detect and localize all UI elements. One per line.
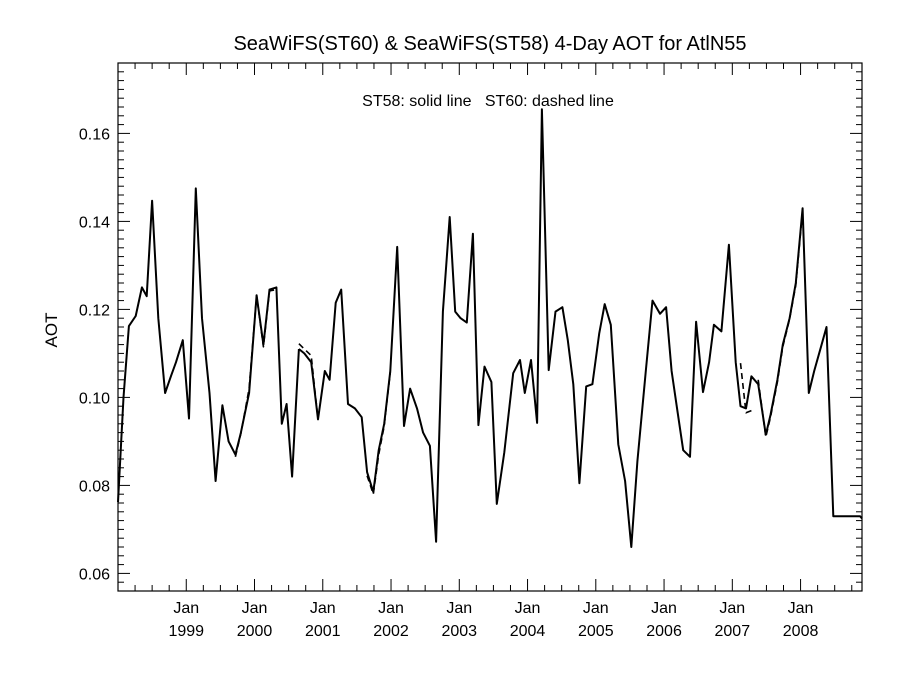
tick-labels: 0.06 0.08 0.10 0.12 0.14 0.16 Jan 1999 Jan 2000 Ja… [79, 126, 819, 640]
x-tick-month-label: Jan [719, 600, 745, 617]
series-st58-line [117, 187, 300, 503]
x-tick-month-label: Jan [788, 600, 814, 617]
x-tick-month-label: Jan [173, 600, 199, 617]
series-st60-line [366, 371, 392, 496]
x-tick-year-label: 2003 [441, 623, 477, 640]
x-tick-month-label: Jan [446, 600, 472, 617]
y-tick-label: 0.12 [79, 302, 110, 319]
chart-title: SeaWiFS(ST60) & SeaWiFS(ST58) 4-Day AOT … [233, 33, 746, 55]
x-tick-year-label: 2002 [373, 623, 409, 640]
series-st58-line [298, 108, 863, 548]
x-tick-year-label: 2006 [646, 623, 682, 640]
x-tick-month-label: Jan [242, 600, 268, 617]
y-tick-label: 0.06 [79, 566, 110, 583]
x-tick-month-label: Jan [651, 600, 677, 617]
x-tick-month-label: Jan [515, 600, 541, 617]
line-style-annotation: ST58: solid line ST60: dashed line [362, 93, 614, 110]
series-layer [117, 108, 863, 548]
y-axis-label: AOT [42, 313, 61, 348]
plot-frame [117, 62, 863, 592]
series-st60-line [234, 288, 277, 457]
x-tick-year-label: 2007 [715, 623, 751, 640]
x-tick-month-label: Jan [583, 600, 609, 617]
x-tick-year-label: 2001 [305, 623, 341, 640]
y-tick-label: 0.10 [79, 390, 110, 407]
x-tick-month-label: Jan [310, 600, 336, 617]
x-tick-year-label: 2004 [510, 623, 546, 640]
x-tick-year-label: 2005 [578, 623, 614, 640]
axis-ticks [118, 63, 862, 591]
series-st60-line [298, 343, 319, 420]
series-st60-line [757, 210, 804, 438]
y-tick-label: 0.14 [79, 214, 110, 231]
x-tick-year-label: 2000 [237, 623, 273, 640]
y-tick-label: 0.08 [79, 478, 110, 495]
y-tick-label: 0.16 [79, 126, 110, 143]
x-tick-year-label: 2008 [783, 623, 819, 640]
x-tick-year-label: 1999 [168, 623, 204, 640]
series-st60-line [739, 363, 752, 414]
x-tick-month-label: Jan [378, 600, 404, 617]
